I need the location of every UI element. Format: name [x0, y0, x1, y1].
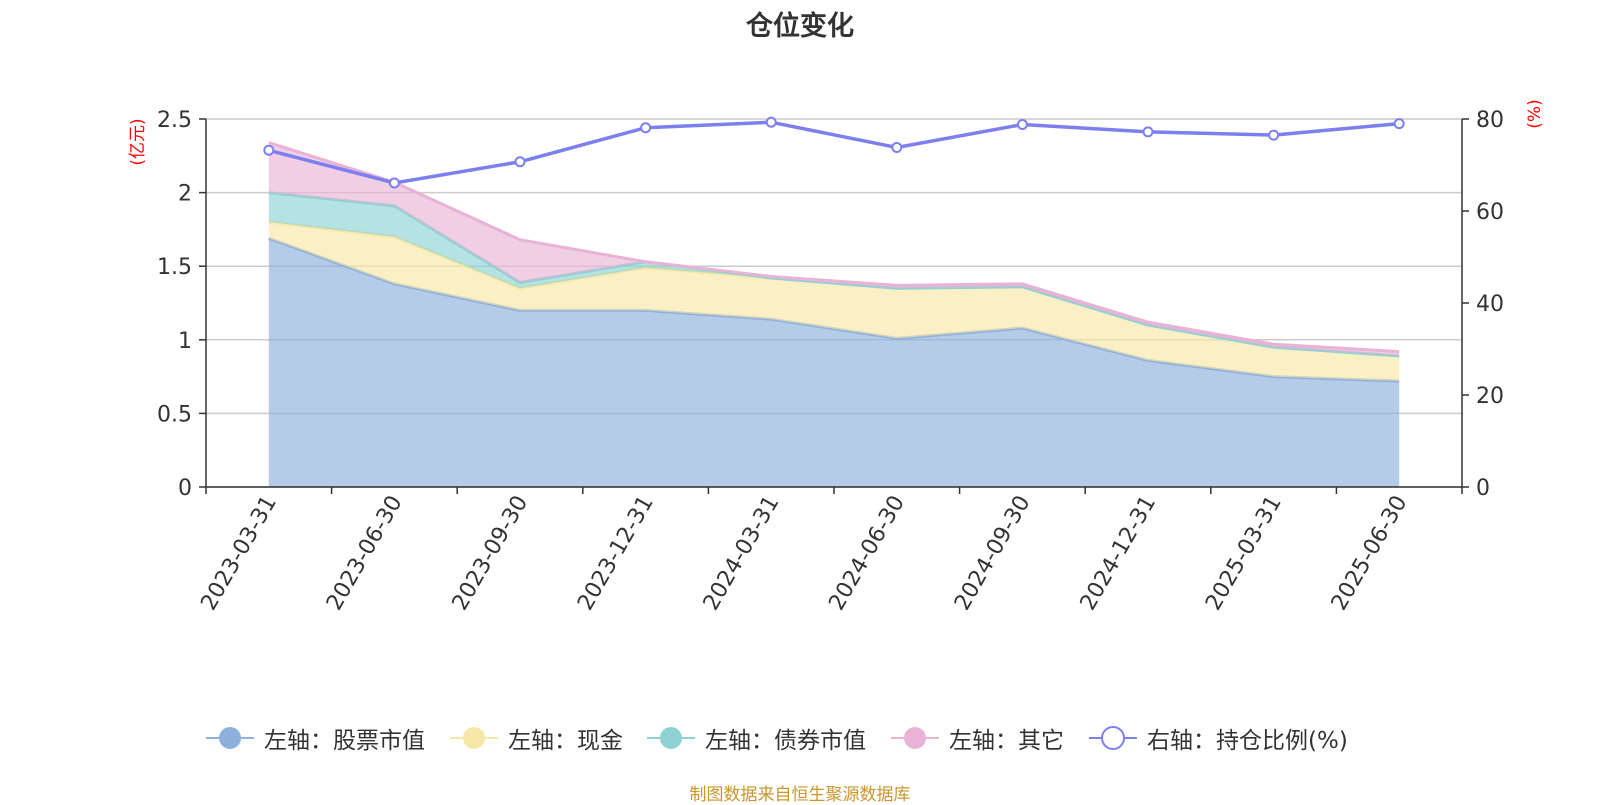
x-axis-tick-label: 2023-09-30 — [448, 492, 534, 615]
area-other — [268, 142, 1400, 356]
legend-label-other: 左轴：其它 — [949, 728, 1064, 754]
legend-item-stock[interactable]: 左轴：股票市值 — [206, 718, 425, 758]
ratio-point — [891, 142, 903, 154]
ratio-point — [1016, 119, 1028, 131]
legend-label-stock: 左轴：股票市值 — [264, 728, 425, 754]
x-axis-tick-label: 2023-06-30 — [322, 492, 408, 615]
legend-label-cash: 左轴：现金 — [508, 728, 623, 754]
left-axis-tick-label: 2.5 — [157, 108, 192, 133]
legend-item-cash[interactable]: 左轴：现金 — [450, 718, 623, 758]
legend: 左轴：股票市值 左轴：现金 左轴：债券市值 左轴：其它 右轴：持仓比例(%) — [0, 718, 1600, 758]
x-axis-tick-label: 2024-12-31 — [1076, 492, 1162, 615]
right-axis-tick-label: 60 — [1476, 200, 1504, 225]
chart-title: 仓位变化 — [746, 11, 854, 42]
ratio-point — [640, 122, 652, 134]
x-axis-tick-label: 2025-03-31 — [1201, 492, 1287, 615]
ratio-point — [388, 177, 400, 189]
right-axis-tick-label: 20 — [1476, 384, 1504, 409]
legend-item-bond[interactable]: 左轴：债券市值 — [647, 718, 866, 758]
ratio-point — [1393, 118, 1405, 130]
right-axis-unit-label: (%) — [1525, 99, 1545, 128]
area-stock — [268, 238, 1400, 487]
ratio-line — [263, 116, 1405, 189]
left-axis-unit-label: (亿元) — [128, 118, 148, 165]
right-axis-tick-label: 80 — [1476, 108, 1504, 133]
legend-item-other[interactable]: 左轴：其它 — [891, 718, 1064, 758]
area-edge-other — [268, 141, 1400, 354]
x-axis-tick-label: 2024-09-30 — [950, 492, 1036, 615]
legend-marker-stock — [206, 727, 254, 749]
ratio-point — [765, 116, 777, 128]
left-axis-tick-label: 1 — [178, 329, 192, 354]
x-axis-tick-label: 2023-12-31 — [573, 492, 659, 615]
area-series — [268, 141, 1400, 487]
ratio-point — [514, 156, 526, 168]
right-axis-tick-label: 40 — [1476, 292, 1504, 317]
x-axis-tick-label: 2024-03-31 — [699, 492, 785, 615]
ratio-point — [1268, 129, 1280, 141]
legend-item-ratio[interactable]: 右轴：持仓比例(%) — [1089, 718, 1348, 758]
left-axis-tick-label: 0.5 — [157, 402, 192, 427]
left-axis-tick-label: 2 — [178, 182, 192, 207]
x-axis-tick-label: 2024-06-30 — [824, 492, 910, 615]
legend-marker-cash — [450, 727, 498, 749]
legend-marker-bond — [647, 727, 695, 749]
x-axis-tick-label: 2025-06-30 — [1327, 492, 1413, 615]
legend-label-bond: 左轴：债券市值 — [705, 728, 866, 754]
x-axis-tick-label: 2023-03-31 — [196, 492, 282, 615]
legend-label-ratio: 右轴：持仓比例(%) — [1147, 728, 1348, 754]
left-axis-tick-label: 1.5 — [157, 255, 192, 280]
legend-marker-ratio — [1089, 726, 1137, 750]
source-note: 制图数据来自恒生聚源数据库 — [689, 785, 911, 805]
ratio-point — [263, 144, 275, 156]
right-axis-tick-label: 0 — [1476, 476, 1490, 501]
ratio-line-path — [268, 120, 1400, 185]
area-bond — [268, 192, 1400, 356]
legend-marker-other — [891, 727, 939, 749]
ratio-point — [1142, 126, 1154, 138]
area-cash — [268, 222, 1400, 382]
left-axis-tick-label: 0 — [178, 476, 192, 501]
